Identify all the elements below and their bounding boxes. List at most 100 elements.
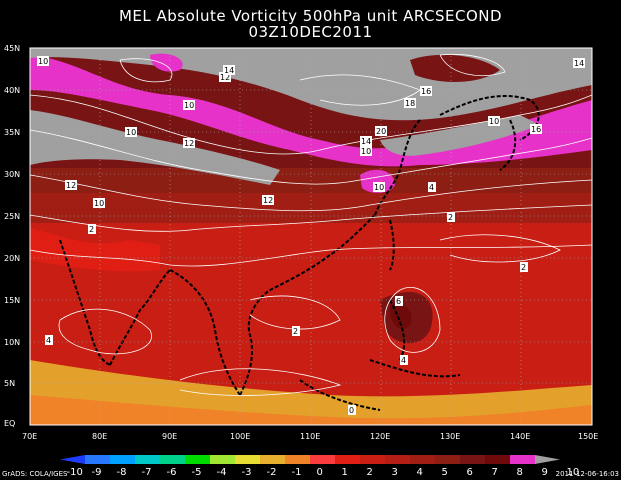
colorbar-label: -7 <box>141 467 152 478</box>
colorbar-label: -10 <box>66 467 83 478</box>
colorbar-swatch <box>160 455 185 464</box>
svg-text:10: 10 <box>94 199 104 208</box>
contour-label: 10 <box>37 56 49 66</box>
shaded-field: 10 12 14 10 10 12 12 10 14 10 20 18 16 1… <box>30 48 592 425</box>
colorbar-label: 4 <box>416 467 423 478</box>
colorbar-swatch <box>260 455 285 464</box>
lat-lon-grid <box>30 48 592 425</box>
svg-text:10: 10 <box>126 128 136 137</box>
contour-label: 12 <box>183 138 195 148</box>
svg-text:10: 10 <box>361 147 371 156</box>
colorbar-swatch <box>285 455 310 464</box>
svg-text:2: 2 <box>89 225 94 234</box>
contour-label: 14 <box>573 58 585 68</box>
svg-text:10: 10 <box>38 57 48 66</box>
colorbar-swatch <box>410 455 435 464</box>
svg-text:12: 12 <box>263 196 273 205</box>
colorbar-swatch <box>310 455 335 464</box>
colorbar-label: 10 <box>566 467 580 478</box>
svg-text:20: 20 <box>376 127 386 136</box>
colorbar-label: 2 <box>366 467 373 478</box>
lat-label: 5N <box>4 379 16 388</box>
colorbar-label: -6 <box>166 467 177 478</box>
colorbar-label: 8 <box>516 467 523 478</box>
colorbar-swatch <box>335 455 360 464</box>
contour-label: 10 <box>360 146 372 156</box>
contour-label: 14 <box>223 65 235 75</box>
svg-text:4: 4 <box>429 183 434 192</box>
lat-label: 10N <box>4 338 21 347</box>
contour-label: 16 <box>420 86 432 96</box>
colorbar-label: 1 <box>341 467 348 478</box>
lon-label: 90E <box>162 432 178 441</box>
svg-text:4: 4 <box>46 336 51 345</box>
colorbar-swatch <box>385 455 410 464</box>
svg-text:18: 18 <box>405 99 415 108</box>
contour-label: 2 <box>447 212 455 222</box>
svg-text:10: 10 <box>184 101 194 110</box>
contour-label-group: 10 12 14 10 10 12 12 10 14 10 20 18 16 1… <box>37 56 585 415</box>
credit-text: GrADS: COLA/IGES <box>2 470 68 478</box>
svg-text:16: 16 <box>531 125 541 134</box>
svg-text:14: 14 <box>361 137 371 146</box>
contour-label: 12 <box>65 180 77 190</box>
contour-label: 10 <box>93 198 105 208</box>
lat-label: 30N <box>4 170 21 179</box>
colorbar-label: -4 <box>216 467 227 478</box>
contour-label: 10 <box>125 127 137 137</box>
colorbar-swatch <box>460 455 485 464</box>
contour-label: 18 <box>404 98 416 108</box>
colorbar-label: 9 <box>541 467 548 478</box>
colorbar-label: -9 <box>91 467 102 478</box>
contour-label: 10 <box>183 100 195 110</box>
colorbar-swatch <box>210 455 235 464</box>
colorbar-label: -2 <box>266 467 277 478</box>
lon-label: 140E <box>510 432 531 441</box>
colorbar-label: 0 <box>316 467 323 478</box>
svg-text:10: 10 <box>374 183 384 192</box>
svg-text:2: 2 <box>293 327 298 336</box>
svg-text:12: 12 <box>184 139 194 148</box>
colorbar-swatch <box>60 455 85 464</box>
contour-label: 14 <box>360 136 372 146</box>
svg-text:12: 12 <box>66 181 76 190</box>
lon-label: 110E <box>300 432 321 441</box>
contour-label: 6 <box>395 296 403 306</box>
contour-label: 16 <box>530 124 542 134</box>
svg-text:2: 2 <box>521 263 526 272</box>
svg-text:14: 14 <box>224 66 234 75</box>
colorbar-swatch <box>85 455 110 464</box>
svg-text:14: 14 <box>574 59 584 68</box>
colorbar-label: 7 <box>491 467 498 478</box>
lon-label: 120E <box>370 432 391 441</box>
svg-text:10: 10 <box>489 117 499 126</box>
lat-label: 40N <box>4 86 21 95</box>
colorbar-label: -3 <box>241 467 252 478</box>
contour-label: 10 <box>488 116 500 126</box>
contour-label: 4 <box>428 182 436 192</box>
contour-label: 4 <box>45 335 53 345</box>
plot-frame <box>29 47 593 426</box>
colorbar-label: -1 <box>291 467 302 478</box>
lat-label: 15N <box>4 296 21 305</box>
colorbar-label: -8 <box>116 467 127 478</box>
contour-label: 0 <box>348 405 356 415</box>
lat-label: EQ <box>4 419 16 428</box>
svg-text:0: 0 <box>349 406 354 415</box>
svg-text:4: 4 <box>401 356 406 365</box>
contour-label: 20 <box>375 126 387 136</box>
lat-label: 20N <box>4 254 21 263</box>
colorbar-swatch <box>435 455 460 464</box>
lon-label: 100E <box>230 432 251 441</box>
colorbar-swatch <box>510 455 535 464</box>
lon-label: 70E <box>22 432 38 441</box>
coastlines <box>59 94 540 411</box>
contour-label: 2 <box>88 224 96 234</box>
colorbar-swatch <box>360 455 385 464</box>
svg-text:16: 16 <box>421 87 431 96</box>
lat-label: 25N <box>4 212 21 221</box>
contour-label: 4 <box>400 355 408 365</box>
colorbar-label: 6 <box>466 467 473 478</box>
